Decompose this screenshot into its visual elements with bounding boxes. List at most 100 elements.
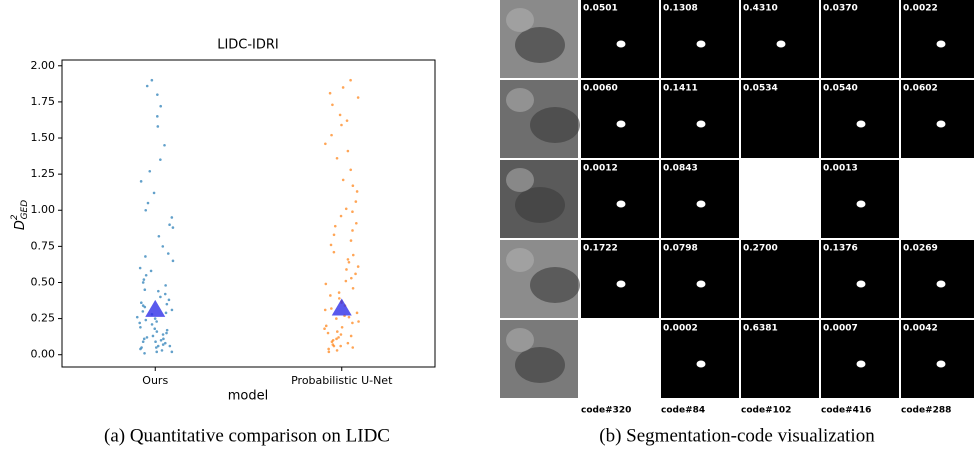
strip-point xyxy=(145,84,149,88)
strip-point xyxy=(347,315,351,319)
strip-point xyxy=(337,291,341,294)
strip-point xyxy=(346,149,350,153)
mask-score: 0.4310 xyxy=(743,4,778,14)
mask-image xyxy=(741,320,819,398)
strip-point xyxy=(327,350,331,354)
strip-point xyxy=(141,304,145,307)
strip-point xyxy=(327,347,330,351)
mask-image xyxy=(741,240,819,318)
strip-point xyxy=(345,119,349,122)
strip-point xyxy=(141,281,145,284)
mask-score: 0.1411 xyxy=(663,84,698,94)
y-label-sup: 2 xyxy=(10,214,20,220)
ct-structure xyxy=(515,347,565,383)
y-tick-label: 2.00 xyxy=(31,59,56,72)
mask-score: 0.2700 xyxy=(743,244,778,254)
x-axis-label: model xyxy=(228,389,268,404)
mask-score: 0.0013 xyxy=(823,164,858,174)
code-label: code#416 xyxy=(821,406,871,416)
strip-point xyxy=(170,308,174,312)
mask-image xyxy=(821,0,899,78)
y-tick-label: 1.75 xyxy=(31,95,56,108)
empty-mask xyxy=(741,160,819,238)
mask-image xyxy=(821,320,899,398)
ct-structure xyxy=(530,107,580,143)
strip-point xyxy=(324,324,328,328)
y-tick-label: 0.25 xyxy=(31,312,56,325)
x-tick-label: Ours xyxy=(142,374,168,387)
strip-point xyxy=(338,113,342,117)
strip-point xyxy=(331,338,335,342)
strip-point xyxy=(328,91,332,95)
strip-point xyxy=(144,208,148,212)
strip-point xyxy=(331,343,335,346)
strip-point xyxy=(160,349,164,352)
mask-blob xyxy=(936,360,946,368)
strip-point xyxy=(349,239,353,242)
strip-point xyxy=(163,341,167,345)
code-label: code#288 xyxy=(901,406,951,416)
mask-score: 0.0042 xyxy=(903,324,938,334)
strip-point xyxy=(165,302,169,306)
strip-point xyxy=(141,310,145,313)
strip-point xyxy=(351,184,355,187)
mask-image xyxy=(901,80,974,158)
y-label-base: D xyxy=(13,220,28,230)
mask-score: 0.1308 xyxy=(663,4,698,14)
mask-blob xyxy=(936,40,946,48)
ct-structure xyxy=(530,267,580,303)
strip-point xyxy=(329,294,332,297)
strip-point xyxy=(349,78,352,82)
strip-point xyxy=(351,210,354,213)
strip-point xyxy=(149,269,153,273)
strip-point xyxy=(341,86,345,89)
empty-mask xyxy=(901,160,974,238)
mask-blob xyxy=(936,120,946,128)
strip-point xyxy=(152,191,156,195)
strip-point xyxy=(330,307,333,310)
strip-point xyxy=(155,350,159,354)
strip-point xyxy=(341,178,345,182)
strip-point xyxy=(146,201,150,205)
strip-point xyxy=(139,301,143,305)
y-tick-label: 0.50 xyxy=(31,275,56,288)
strip-point xyxy=(355,221,358,225)
strip-point xyxy=(351,229,354,232)
strip-point xyxy=(167,298,171,302)
mask-image xyxy=(661,320,739,398)
mask-score: 0.0269 xyxy=(903,244,938,254)
strip-point xyxy=(151,334,155,338)
strip-point xyxy=(331,103,334,107)
strip-point xyxy=(157,289,160,293)
mask-blob xyxy=(856,200,866,208)
strip-point xyxy=(349,168,353,172)
strip-point xyxy=(157,234,161,238)
strip-point xyxy=(170,350,174,354)
segmentation-grid: 0.0501 0.1308 0.4310 0.0370 0.0022 0.0060 0.14… xyxy=(500,0,974,416)
mask-score: 0.0002 xyxy=(663,324,698,334)
caption-b: (b) Segmentation-code visualization xyxy=(599,425,875,446)
strip-point xyxy=(350,276,353,280)
strip-point xyxy=(153,317,157,320)
code-label: code#320 xyxy=(581,406,631,416)
strip-point xyxy=(338,297,341,300)
mask-score: 0.0602 xyxy=(903,84,938,94)
strip-point xyxy=(156,125,160,128)
strip-point xyxy=(161,333,165,336)
strip-point xyxy=(354,200,358,203)
caption-a: (a) Quantitative comparison on LIDC xyxy=(104,425,390,446)
strip-point xyxy=(335,337,338,341)
mask-score: 0.0012 xyxy=(583,164,618,174)
strip-point xyxy=(163,143,166,147)
strip-point xyxy=(135,315,139,319)
strip-point xyxy=(344,207,348,211)
mask-score: 0.0007 xyxy=(823,324,858,334)
chart-title: LIDC-IDRI xyxy=(217,38,279,53)
strip-point xyxy=(356,265,360,268)
strip-point xyxy=(166,252,170,255)
strip-point xyxy=(142,278,146,281)
y-tick-label: 0.00 xyxy=(31,348,56,361)
strip-point xyxy=(159,338,163,342)
strip-point xyxy=(142,337,146,341)
